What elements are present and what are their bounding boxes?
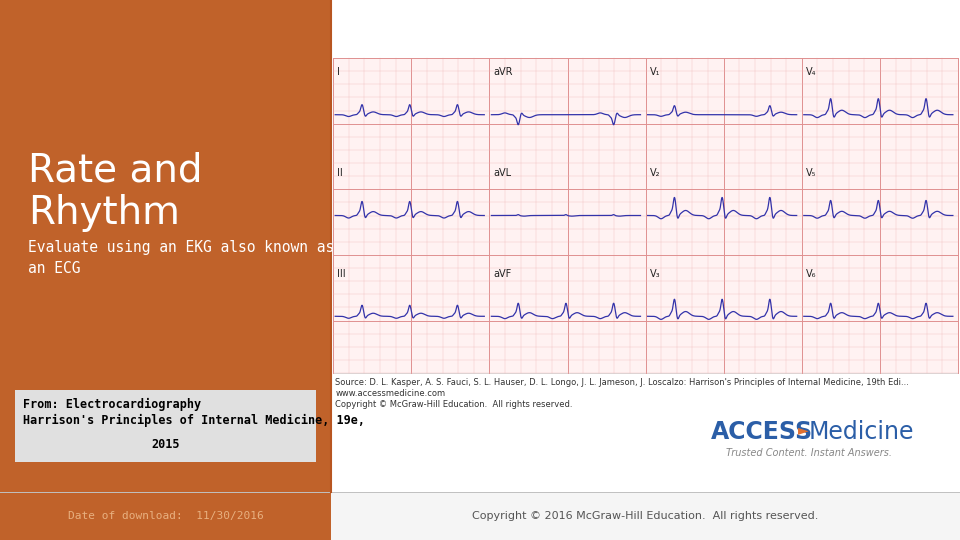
Text: www.accessmedicine.com: www.accessmedicine.com bbox=[335, 389, 445, 398]
Bar bbox=[333, 58, 958, 373]
Bar bbox=[331, 0, 960, 492]
FancyBboxPatch shape bbox=[15, 390, 316, 462]
Text: III: III bbox=[337, 269, 346, 279]
Text: From: Electrocardiography: From: Electrocardiography bbox=[23, 398, 202, 411]
Text: Rate and
Rhythm: Rate and Rhythm bbox=[28, 152, 203, 233]
Text: V₄: V₄ bbox=[805, 68, 816, 77]
Text: aVF: aVF bbox=[493, 269, 512, 279]
Text: ►: ► bbox=[798, 423, 808, 437]
Text: V₅: V₅ bbox=[805, 168, 816, 178]
Text: Evaluate using an EKG also known as
an ECG: Evaluate using an EKG also known as an E… bbox=[28, 240, 334, 276]
Text: Source: D. L. Kasper, A. S. Fauci, S. L. Hauser, D. L. Longo, J. L. Jameson, J. : Source: D. L. Kasper, A. S. Fauci, S. L.… bbox=[335, 378, 909, 387]
Text: II: II bbox=[337, 168, 343, 178]
Text: Copyright © McGraw-Hill Education.  All rights reserved.: Copyright © McGraw-Hill Education. All r… bbox=[335, 400, 573, 409]
Text: aVR: aVR bbox=[493, 68, 513, 77]
Text: Trusted Content. Instant Answers.: Trusted Content. Instant Answers. bbox=[726, 448, 892, 458]
Text: ACCESS: ACCESS bbox=[711, 420, 813, 444]
Text: V₁: V₁ bbox=[650, 68, 660, 77]
Text: I: I bbox=[337, 68, 340, 77]
Bar bbox=[0, 492, 331, 540]
Text: Medicine: Medicine bbox=[809, 420, 915, 444]
Bar bbox=[331, 492, 960, 540]
Text: 2015: 2015 bbox=[152, 438, 180, 451]
Text: Harrison's Principles of Internal Medicine, 19e,: Harrison's Principles of Internal Medici… bbox=[23, 414, 365, 427]
Text: V₃: V₃ bbox=[650, 269, 660, 279]
Text: aVL: aVL bbox=[493, 168, 512, 178]
Text: Date of download:  11/30/2016: Date of download: 11/30/2016 bbox=[68, 511, 263, 521]
Text: Copyright © 2016 McGraw-Hill Education.  All rights reserved.: Copyright © 2016 McGraw-Hill Education. … bbox=[472, 511, 819, 521]
Bar bbox=[0, 0, 331, 540]
Text: V₆: V₆ bbox=[805, 269, 816, 279]
Text: V₂: V₂ bbox=[650, 168, 660, 178]
